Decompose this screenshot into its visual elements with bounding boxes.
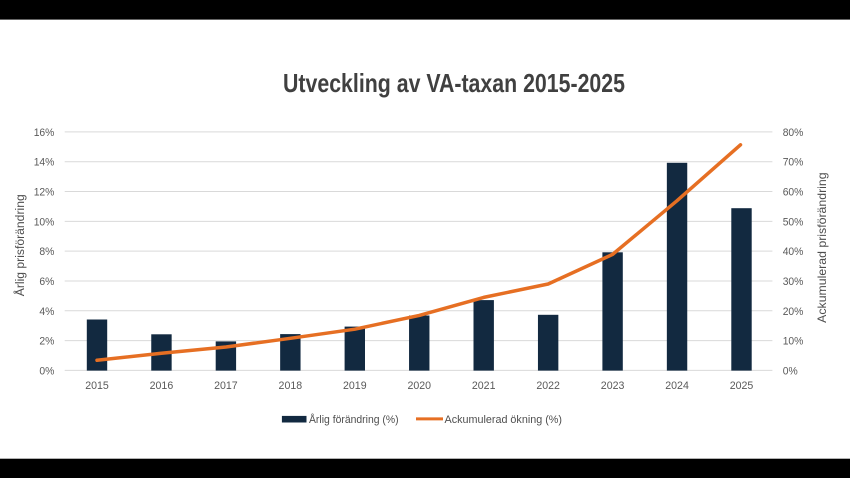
- svg-text:Årlig förändring (%): Årlig förändring (%): [309, 413, 399, 426]
- svg-text:2022: 2022: [536, 380, 560, 392]
- svg-text:4%: 4%: [39, 306, 54, 318]
- svg-text:2016: 2016: [150, 380, 174, 392]
- svg-text:2021: 2021: [472, 380, 496, 392]
- svg-text:14%: 14%: [34, 157, 55, 169]
- svg-text:2%: 2%: [39, 336, 54, 348]
- svg-text:80%: 80%: [783, 127, 804, 139]
- svg-text:2024: 2024: [665, 380, 689, 392]
- svg-text:8%: 8%: [39, 246, 54, 258]
- svg-text:0%: 0%: [39, 365, 54, 377]
- svg-text:16%: 16%: [34, 127, 55, 139]
- svg-text:Utveckling av VA-taxan 2015-20: Utveckling av VA-taxan 2015-2025: [283, 68, 625, 98]
- svg-text:6%: 6%: [39, 276, 54, 288]
- svg-text:60%: 60%: [783, 187, 804, 199]
- svg-text:2023: 2023: [601, 380, 625, 392]
- svg-text:12%: 12%: [34, 187, 55, 199]
- svg-text:50%: 50%: [783, 216, 804, 228]
- svg-text:2025: 2025: [730, 380, 754, 392]
- svg-text:2019: 2019: [343, 380, 367, 392]
- svg-text:2015: 2015: [85, 380, 109, 392]
- svg-text:10%: 10%: [34, 216, 55, 228]
- svg-text:Ackumulerad prisförändring: Ackumulerad prisförändring: [815, 172, 829, 322]
- svg-text:20%: 20%: [783, 306, 804, 318]
- svg-text:40%: 40%: [783, 246, 804, 258]
- svg-text:30%: 30%: [783, 276, 804, 288]
- svg-text:Årlig prisförändring: Årlig prisförändring: [14, 194, 27, 296]
- svg-text:0%: 0%: [783, 365, 798, 377]
- svg-text:10%: 10%: [783, 336, 804, 348]
- svg-text:70%: 70%: [783, 157, 804, 169]
- svg-text:2018: 2018: [279, 380, 303, 392]
- svg-text:2017: 2017: [214, 380, 238, 392]
- svg-text:Ackumulerad ökning (%): Ackumulerad ökning (%): [445, 414, 563, 426]
- svg-text:2020: 2020: [407, 380, 431, 392]
